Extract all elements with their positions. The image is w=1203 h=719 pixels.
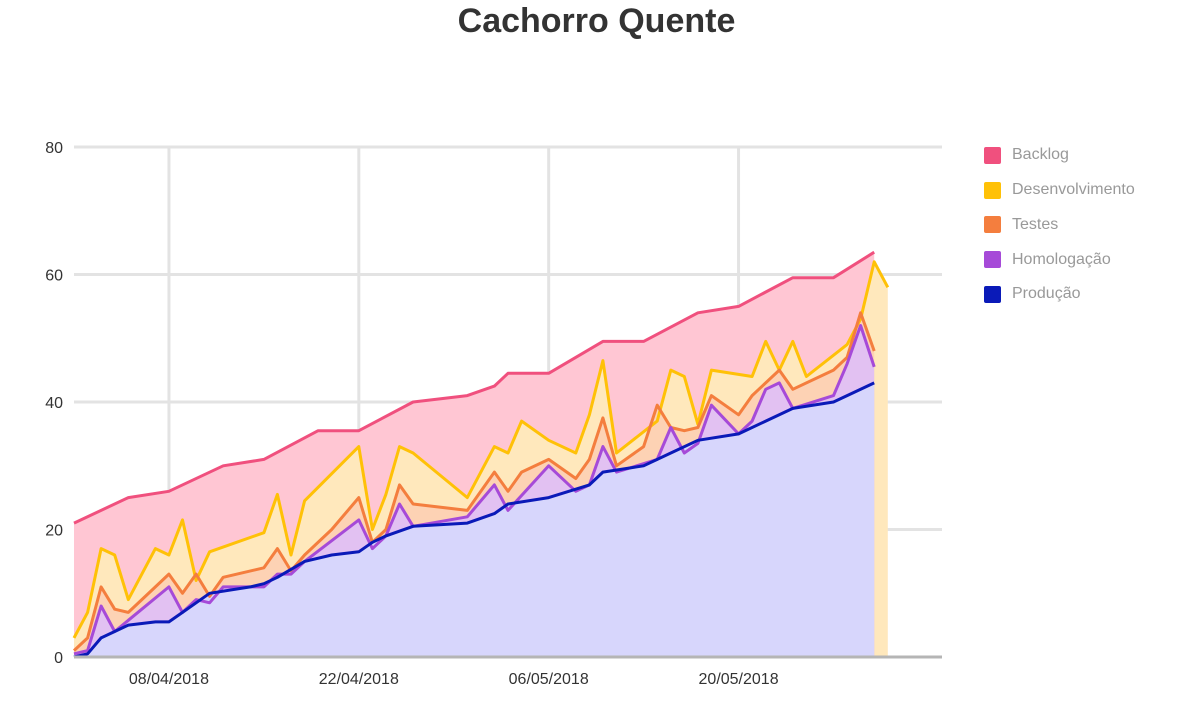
- legend-label: Testes: [1012, 215, 1059, 233]
- legend-item-homologacao[interactable]: Homologação: [984, 242, 1135, 277]
- x-tick-label: 06/05/2018: [509, 671, 589, 688]
- legend-item-producao[interactable]: Produção: [984, 277, 1135, 312]
- legend-item-desenvolvimento[interactable]: Desenvolvimento: [984, 173, 1135, 208]
- legend-label: Backlog: [1012, 146, 1069, 164]
- y-tick-label: 60: [45, 268, 63, 285]
- x-tick-label: 22/04/2018: [319, 671, 399, 688]
- x-tick-label: 08/04/2018: [129, 671, 209, 688]
- y-tick-label: 80: [45, 140, 63, 157]
- legend-swatch: [984, 251, 1001, 269]
- legend-swatch: [984, 181, 1001, 199]
- series-line-producao: [73, 381, 875, 659]
- series-line-homologacao: [73, 324, 876, 656]
- legend-item-testes[interactable]: Testes: [984, 208, 1135, 243]
- legend-swatch: [984, 146, 1001, 164]
- y-tick-label: 40: [45, 395, 63, 412]
- chart-title: Cachorro Quente: [457, 2, 736, 40]
- chart-legend: Backlog Desenvolvimento Testes Homologação P…: [984, 138, 1135, 312]
- series-line-testes: [72, 311, 876, 652]
- series-line-desenvolvimento: [72, 260, 890, 639]
- series-line-backlog: [73, 250, 875, 525]
- legend-label: Produção: [1012, 285, 1081, 303]
- legend-label: Desenvolvimento: [1012, 181, 1135, 199]
- series-area-producao: [74, 382, 875, 657]
- y-tick-label: 20: [45, 523, 63, 540]
- legend-item-backlog[interactable]: Backlog: [984, 138, 1135, 173]
- legend-label: Homologação: [1012, 250, 1111, 268]
- legend-swatch: [984, 285, 1001, 303]
- legend-swatch: [984, 216, 1001, 234]
- y-tick-label: 0: [54, 650, 63, 667]
- x-tick-label: 20/05/2018: [699, 671, 779, 688]
